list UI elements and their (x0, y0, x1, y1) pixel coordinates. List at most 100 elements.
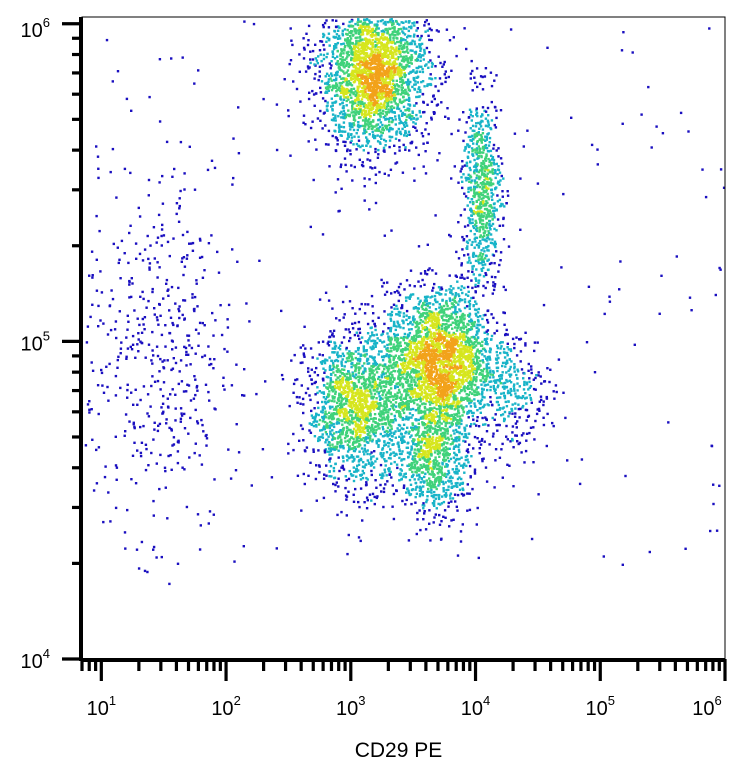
event-dot (496, 361, 499, 364)
event-dot (398, 72, 401, 75)
event-dot (405, 314, 408, 317)
event-dot (368, 47, 372, 50)
event-dot (357, 31, 360, 35)
event-dot (437, 389, 440, 392)
event-dot (472, 361, 476, 364)
event-dot (358, 81, 361, 84)
event-dot (434, 298, 437, 301)
event-dot (371, 67, 374, 71)
event-dot (370, 89, 373, 92)
event-dot (429, 349, 432, 352)
event-dot (463, 298, 467, 301)
event-dot (407, 343, 410, 346)
event-dot (390, 108, 394, 111)
event-dot (420, 132, 424, 135)
event-dot (423, 299, 427, 302)
event-dot (385, 27, 388, 31)
event-dot (495, 396, 499, 400)
event-dot (442, 391, 446, 394)
event-dot (441, 386, 444, 389)
event-dot (408, 99, 411, 102)
event-dot (374, 129, 377, 132)
event-dot (450, 289, 453, 292)
event-dot (393, 98, 396, 102)
event-dot (437, 30, 440, 33)
event-dot (343, 144, 347, 147)
event-dot (394, 115, 397, 118)
event-dot (353, 111, 356, 114)
event-dot (373, 359, 376, 362)
event-dot (414, 345, 418, 348)
event-dot (431, 365, 434, 369)
event-dot (387, 81, 390, 84)
event-dot (437, 349, 441, 353)
event-dot (467, 338, 470, 342)
event-dot (401, 386, 405, 389)
event-dot (400, 358, 403, 361)
event-dot (338, 130, 342, 133)
event-dot (415, 398, 418, 402)
event-dot (400, 39, 403, 42)
event-dot (423, 283, 426, 286)
event-dot (481, 416, 484, 420)
event-dot (419, 56, 422, 59)
event-dot (479, 372, 482, 375)
event-dot (396, 68, 399, 71)
event-dot (413, 40, 416, 43)
event-dot (445, 354, 448, 358)
event-dot (477, 281, 480, 285)
event-dot (448, 387, 452, 390)
event-dot (462, 380, 465, 384)
event-dot (371, 44, 374, 48)
event-dot (423, 373, 427, 376)
event-dot (317, 437, 320, 440)
event-dot (481, 317, 484, 321)
event-dot (443, 384, 446, 387)
event-dot (480, 373, 484, 376)
event-dot (288, 62, 291, 66)
event-dot (360, 82, 363, 85)
event-dot (387, 21, 390, 24)
event-dot (377, 109, 380, 112)
event-dot (320, 40, 324, 43)
event-dot (447, 319, 450, 323)
event-dot (448, 317, 451, 321)
event-dot (322, 34, 326, 37)
event-dot (339, 84, 342, 87)
event-dot (322, 57, 326, 61)
event-dot (410, 360, 413, 363)
event-dot (413, 334, 416, 338)
event-dot (387, 38, 390, 42)
event-dot (406, 374, 410, 377)
event-dot (452, 331, 455, 335)
event-dot (475, 314, 478, 317)
event-dot (375, 81, 379, 85)
event-dot (378, 50, 382, 54)
event-dot (482, 314, 485, 317)
event-dot (364, 106, 367, 109)
event-dot (381, 33, 384, 36)
event-dot (420, 54, 423, 57)
event-dot (420, 393, 423, 397)
event-dot (410, 54, 413, 57)
event-dot (378, 129, 381, 132)
event-dot (382, 29, 385, 32)
event-dot (432, 427, 435, 430)
event-dot (461, 397, 465, 400)
event-dot (369, 63, 372, 66)
event-dot (368, 66, 371, 69)
event-dot (370, 41, 373, 44)
event-dot (413, 368, 416, 372)
event-dot (459, 335, 462, 339)
event-dot (433, 337, 436, 341)
event-dot (398, 107, 401, 111)
event-dot (364, 54, 367, 58)
event-dot (389, 105, 392, 109)
event-dot (357, 121, 360, 124)
event-dot (460, 262, 463, 265)
event-dot (426, 344, 430, 347)
event-dot (448, 344, 451, 348)
event-dot (340, 69, 343, 72)
event-dot (358, 39, 361, 43)
event-dot (484, 313, 487, 317)
